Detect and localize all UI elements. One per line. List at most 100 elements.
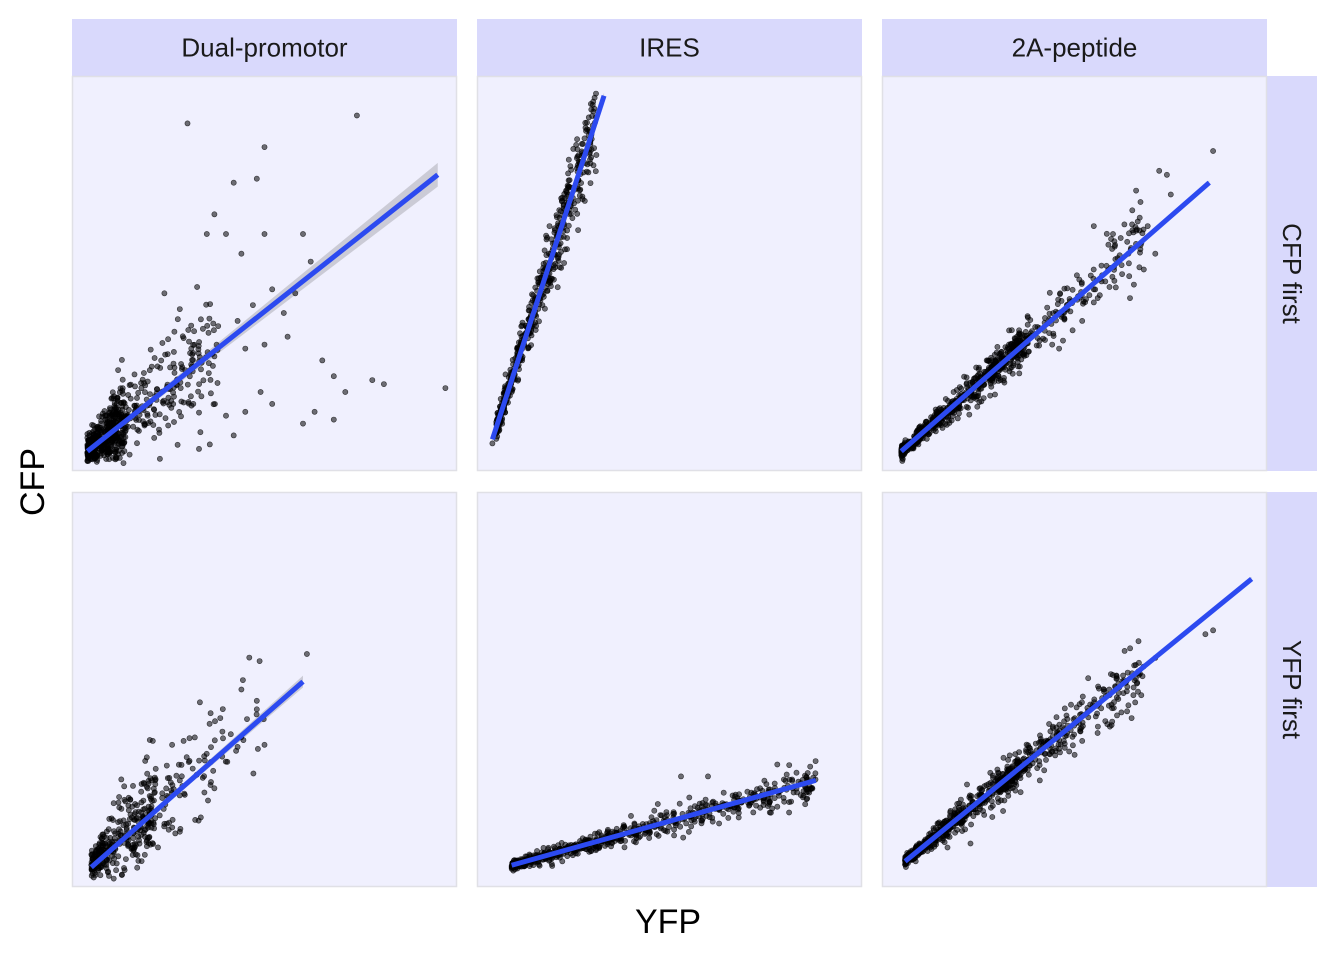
data-point [98,420,105,427]
data-point [191,734,198,741]
data-point [544,234,551,241]
data-point [621,844,628,851]
data-point [1130,229,1137,236]
data-point [556,264,563,271]
data-point [705,773,711,780]
data-point [1078,724,1085,731]
data-point [989,772,996,779]
data-point [594,830,601,837]
data-point [123,856,129,862]
data-point [923,435,930,442]
data-point [1061,740,1068,747]
data-point [1012,335,1019,342]
data-point [230,179,237,186]
data-point [753,802,759,809]
data-point [989,802,996,809]
data-point [774,803,781,810]
data-point [1060,337,1066,344]
data-point [145,821,152,827]
data-point [786,776,793,783]
data-point [975,389,982,396]
data-point [694,804,701,811]
data-point [1135,638,1142,645]
data-point [1164,171,1170,178]
data-point [1096,292,1103,299]
data-point [144,770,151,777]
data-point [1140,266,1147,273]
data-point [1000,808,1006,814]
panel-background [71,491,458,888]
data-point [592,168,599,175]
data-point [113,867,119,874]
data-point [556,207,563,213]
strip-yfp-first: YFP first [1267,492,1317,887]
data-point [1132,699,1139,706]
data-point [771,780,778,787]
data-point [144,412,151,419]
data-point [173,772,180,779]
data-point [184,120,191,127]
data-point [631,820,638,827]
data-point [1110,705,1117,711]
data-point [233,747,239,754]
data-point [171,393,177,400]
data-point [118,776,125,783]
data-point [1094,730,1101,736]
data-point [1152,250,1159,257]
data-point [931,841,938,847]
data-point [947,814,954,821]
data-point [941,839,948,846]
data-point [257,389,264,395]
data-point [1114,675,1120,682]
data-point [566,177,573,183]
data-point [1132,662,1139,668]
data-point [1001,797,1008,804]
data-point [152,765,159,772]
data-point [1095,723,1101,730]
data-point [1106,702,1112,709]
data-point [156,411,163,418]
data-point [554,214,560,221]
data-point [954,415,961,422]
data-point [134,852,141,859]
data-point [1076,701,1083,708]
data-point [579,140,585,147]
data-point [1120,672,1126,679]
data-point [300,420,306,427]
panel-ires-cfp-first [476,75,863,472]
data-point [658,812,665,819]
strip-2a-peptide: 2A-peptide [882,19,1267,76]
data-point [169,824,176,831]
data-point [1210,627,1216,634]
data-point [519,319,526,326]
data-point [176,306,183,312]
data-point [217,715,224,721]
data-point [162,415,169,422]
data-point [1033,342,1040,349]
data-point [191,328,197,335]
panel-background [881,75,1268,472]
data-point [584,119,590,126]
data-point [1125,702,1132,709]
data-point [541,247,548,254]
data-point [99,831,106,838]
data-point [1111,243,1118,250]
data-point [115,799,122,806]
data-point [953,387,960,393]
data-point [1025,771,1032,778]
data-point [1010,362,1016,369]
data-point [205,329,212,336]
data-point [369,377,376,383]
data-point [1043,757,1049,763]
data-point [203,231,210,237]
data-point [211,785,218,792]
data-point [211,211,218,218]
data-point [941,818,948,825]
data-point [113,410,119,416]
data-point [563,188,569,195]
data-point [802,801,809,808]
data-point [131,371,138,378]
data-point [205,797,211,804]
data-point [151,825,157,832]
data-point [261,341,268,348]
